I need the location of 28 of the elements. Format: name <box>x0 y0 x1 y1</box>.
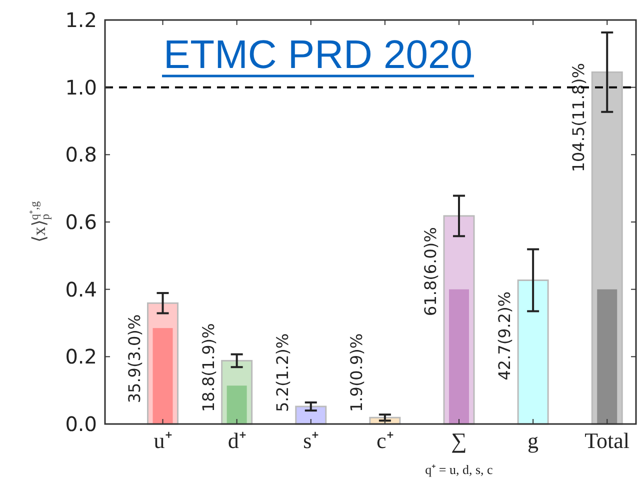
annotation: 35.9(3.0)% <box>124 314 144 404</box>
y-tick-label: 0.2 <box>65 344 97 369</box>
x-tick-label: g <box>528 428 539 453</box>
x-tick-label: Total <box>584 428 630 453</box>
y-tick-label: 1.2 <box>65 8 97 32</box>
annotation: 61.8(6.0)% <box>421 227 440 316</box>
bar <box>226 386 247 424</box>
annotation: 5.2(1.2)% <box>272 333 292 412</box>
y-tick-label: 1.0 <box>65 75 97 100</box>
bar <box>449 289 469 424</box>
y-tick-label: 0.4 <box>65 277 97 302</box>
bar <box>597 289 618 424</box>
annotation: 42.7(9.2)% <box>495 291 514 380</box>
x-tick-label: s⁺ <box>303 428 319 453</box>
x-tick-label: ∑ q⁺ = u, d, s, c <box>425 428 494 477</box>
bar <box>295 406 327 425</box>
annotation: 104.5(11.8)% <box>569 63 588 172</box>
y-tick-label: 0.6 <box>65 210 97 234</box>
annotation: 18.8(1.9)% <box>198 323 218 412</box>
y-tick-label: 0.8 <box>65 142 97 167</box>
bar <box>517 279 549 425</box>
bar <box>152 328 173 424</box>
x-tick-label: d⁺ <box>228 428 246 453</box>
y-tick-label: 0.0 <box>65 412 97 436</box>
x-tick-label: c⁺ <box>376 428 394 453</box>
chart-title: ETMC PRD 2020 <box>164 33 472 77</box>
x-tick-label: u⁺ <box>154 428 172 453</box>
annotation: 1.9(0.9)% <box>346 333 366 412</box>
